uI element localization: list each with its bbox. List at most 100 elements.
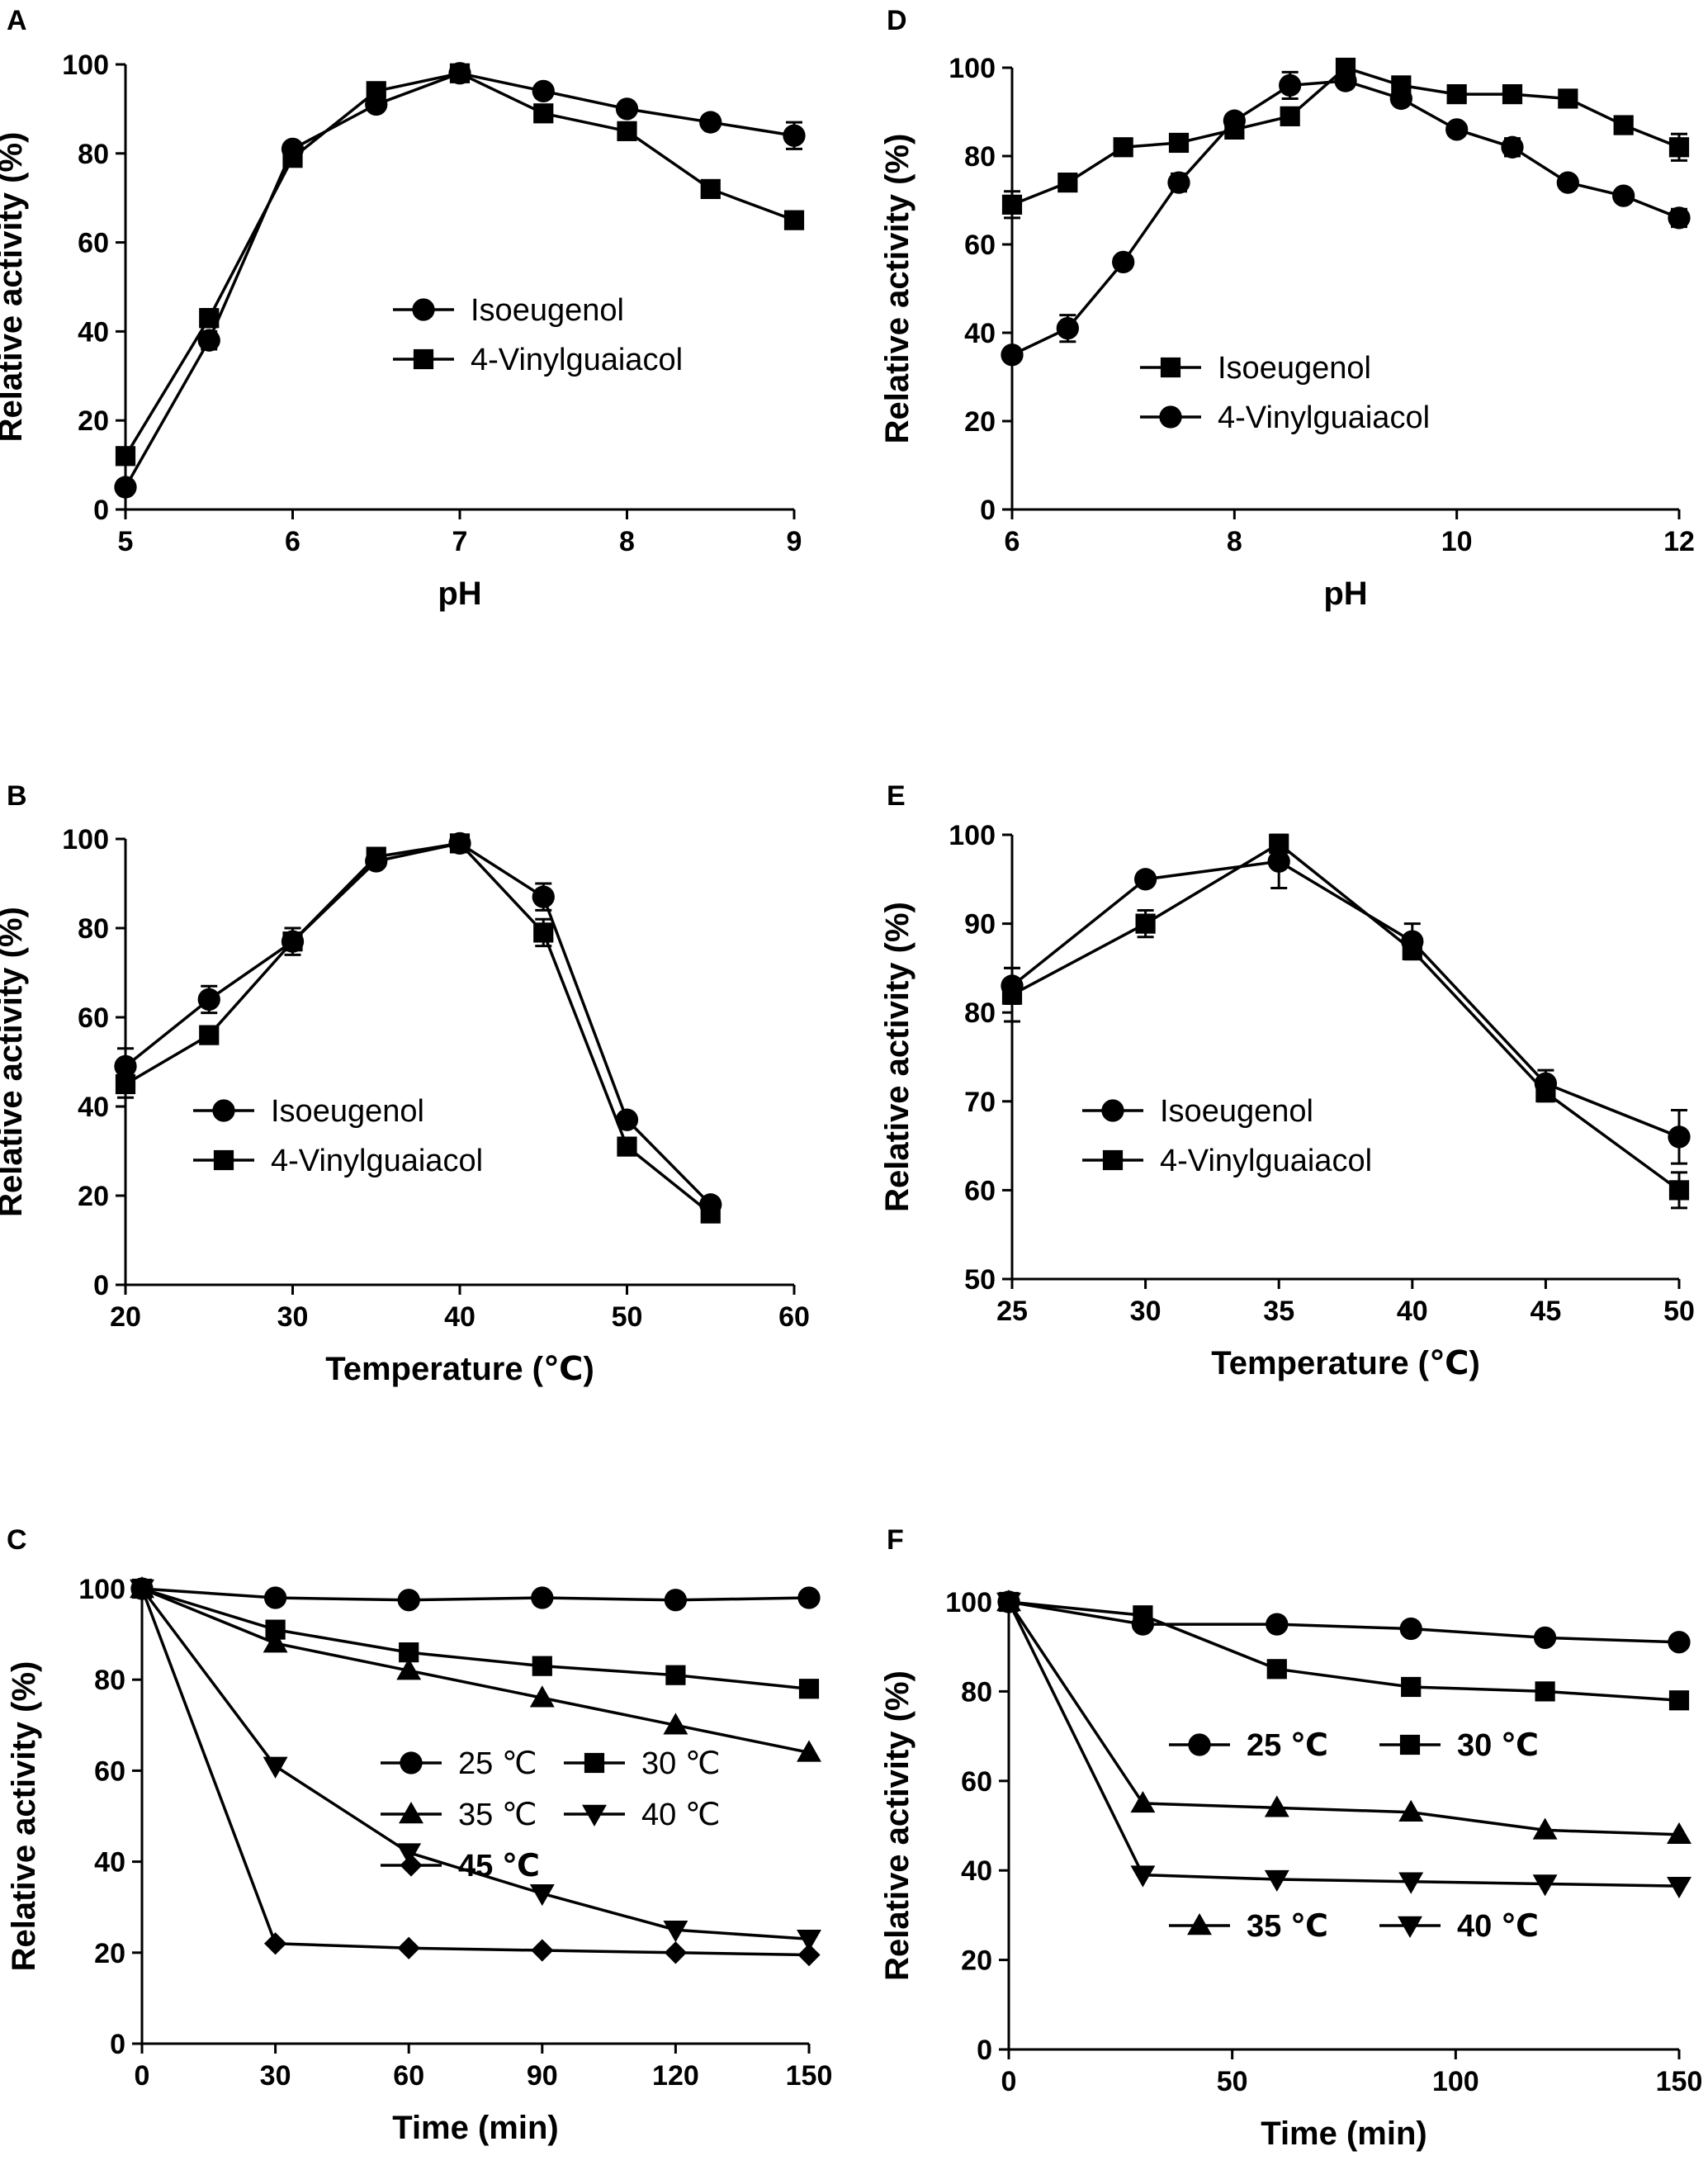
x-tick-label-a: 7 (452, 526, 468, 557)
series-line-f-1 (1008, 1600, 1680, 1644)
series-f-3 (996, 1590, 1691, 1845)
data-point-f-3 (1532, 1817, 1558, 1840)
series-line-b-2 (125, 841, 712, 1215)
y-tick-label-d: 80 (964, 141, 996, 173)
legend-label-f-1: 25 ℃ (1247, 1728, 1328, 1763)
x-tick-label-c: 60 (393, 2060, 424, 2092)
y-tick-label-e: 60 (964, 1175, 996, 1206)
data-point-f-4 (1130, 1865, 1156, 1888)
data-point-c-2 (532, 1656, 552, 1676)
data-point-c-3 (663, 1713, 688, 1735)
x-tick-label-e: 45 (1530, 1296, 1561, 1327)
x-tick-label-f: 50 (1217, 2066, 1248, 2097)
data-point-f-4 (1532, 1874, 1558, 1897)
data-point-e-1 (1668, 1125, 1691, 1149)
data-point-d-2 (1223, 109, 1246, 132)
series-f-4 (996, 1592, 1691, 1899)
series-line-c-5 (140, 1588, 810, 1957)
legend-label-c-5: 45 ℃ (458, 1849, 540, 1883)
data-point-f-1 (1399, 1617, 1422, 1641)
panel-a: A 0 20 40 60 80 100 5 6 7 8 9 pH Relative activity (%… (0, 5, 806, 612)
data-point-b-2 (449, 833, 471, 854)
y-tick-label-a: 40 (78, 316, 109, 348)
series-a-2 (115, 63, 805, 467)
y-tick-label-a: 80 (78, 139, 109, 170)
x-axis-title-e: Temperature (℃) (1211, 1345, 1480, 1381)
series-d-2 (1001, 69, 1691, 367)
panel-letter-f: F (887, 1524, 904, 1556)
data-point-d-2 (1501, 135, 1524, 159)
y-tick-label-d: 20 (964, 406, 996, 438)
y-tick-label-c: 0 (110, 2029, 125, 2060)
legend-c: 25 ℃ 30 ℃ 35 ℃ 40 ℃ 45 ℃ (381, 1746, 721, 1883)
panel-f: F 0 20 40 60 80 100 0 50 100 150 Time (min) Relative… (879, 1524, 1702, 2152)
data-point-c-2 (798, 1679, 820, 1699)
series-b-2 (115, 833, 721, 1224)
series-e-2 (1001, 833, 1690, 1210)
data-point-f-1 (1533, 1626, 1557, 1649)
data-point-d-2 (1167, 171, 1190, 194)
data-point-f-2 (1668, 1690, 1690, 1711)
y-tick-label-b: 80 (78, 913, 109, 945)
y-axis-title-f: Relative activity (%) (879, 1670, 916, 1981)
data-point-c-4 (263, 1756, 288, 1779)
data-point-f-1 (1668, 1631, 1691, 1654)
data-point-f-2 (1266, 1659, 1287, 1680)
series-line-b-1 (124, 841, 712, 1206)
y-tick-label-f: 40 (961, 1855, 992, 1887)
data-point-a-1 (615, 97, 639, 121)
y-tick-label-b: 40 (78, 1092, 109, 1123)
legend-label-c-2: 30 ℃ (641, 1746, 721, 1781)
data-point-f-2 (1535, 1681, 1555, 1702)
legend-marker-e-1 (1101, 1099, 1124, 1122)
legend-marker-e-2 (1102, 1149, 1124, 1171)
data-point-a-2 (783, 210, 805, 230)
data-point-a-1 (699, 111, 722, 134)
data-point-e-1 (1267, 850, 1290, 873)
x-tick-label-f: 0 (1001, 2066, 1017, 2097)
y-tick-label-f: 100 (945, 1587, 992, 1618)
data-point-f-4 (996, 1592, 1021, 1614)
series-line-f-2 (1008, 1600, 1680, 1702)
legend-label-c-4: 40 ℃ (641, 1798, 721, 1832)
data-point-d-1 (1446, 84, 1467, 105)
y-tick-label-a: 20 (78, 405, 109, 437)
data-point-d-2 (1556, 171, 1579, 194)
y-tick-label-f: 60 (961, 1766, 992, 1798)
y-tick-label-f: 20 (961, 1945, 992, 1977)
data-point-f-2 (1401, 1676, 1422, 1698)
y-tick-label-b: 20 (78, 1181, 109, 1212)
x-tick-label-b: 50 (612, 1301, 643, 1333)
data-point-a-2 (282, 148, 303, 168)
legend-label-e-1: Isoeugenol (1160, 1094, 1313, 1129)
series-d-1 (1001, 57, 1690, 220)
series-line-c-4 (140, 1587, 810, 1941)
data-point-c-3 (263, 1631, 288, 1653)
legend-marker-c-5 (400, 1854, 423, 1877)
data-point-c-1 (797, 1586, 821, 1609)
series-line-c-1 (141, 1587, 810, 1602)
panel-letter-e: E (887, 780, 906, 812)
data-point-c-4 (663, 1921, 688, 1943)
data-point-a-1 (197, 329, 220, 352)
data-point-e-2 (1535, 1082, 1556, 1103)
x-tick-label-e: 30 (1130, 1296, 1162, 1327)
x-tick-label-f: 150 (1656, 2066, 1703, 2097)
data-point-c-3 (529, 1685, 555, 1708)
y-tick-label-c: 100 (78, 1574, 125, 1605)
x-tick-label-a: 8 (619, 526, 635, 557)
x-tick-label-a: 9 (787, 526, 802, 557)
legend-marker-a-2 (413, 348, 434, 370)
x-tick-label-d: 6 (1005, 526, 1020, 557)
legend-label-a-1: Isoeugenol (471, 293, 624, 328)
data-point-c-1 (664, 1589, 688, 1612)
data-point-d-2 (1112, 250, 1135, 274)
data-point-c-1 (263, 1586, 287, 1609)
legend-marker-c-2 (584, 1752, 605, 1774)
data-point-e-2 (1135, 913, 1156, 934)
data-point-c-4 (529, 1883, 555, 1907)
x-tick-label-d: 8 (1227, 526, 1242, 557)
data-point-d-2 (1279, 73, 1302, 97)
x-tick-label-e: 35 (1263, 1296, 1294, 1327)
